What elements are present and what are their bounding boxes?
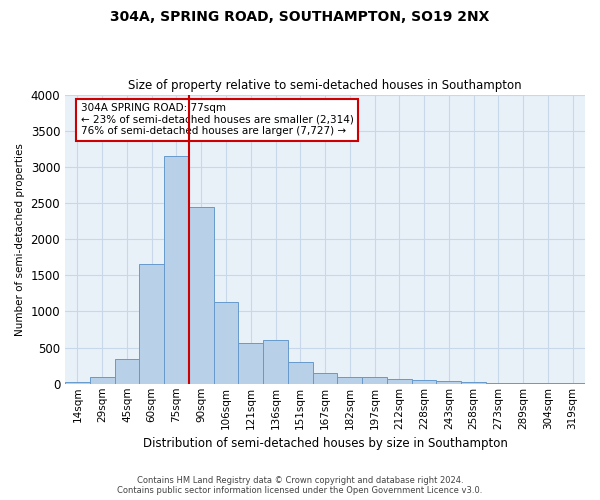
- Bar: [139, 264, 164, 384]
- X-axis label: Distribution of semi-detached houses by size in Southampton: Distribution of semi-detached houses by …: [143, 437, 508, 450]
- Bar: [214, 302, 238, 384]
- Bar: [65, 382, 90, 384]
- Bar: [461, 382, 486, 384]
- Bar: [313, 373, 337, 384]
- Bar: [486, 383, 511, 384]
- Text: Contains HM Land Registry data © Crown copyright and database right 2024.
Contai: Contains HM Land Registry data © Crown c…: [118, 476, 482, 495]
- Bar: [115, 359, 139, 384]
- Bar: [387, 379, 412, 384]
- Text: 304A, SPRING ROAD, SOUTHAMPTON, SO19 2NX: 304A, SPRING ROAD, SOUTHAMPTON, SO19 2NX: [110, 10, 490, 24]
- Bar: [189, 206, 214, 384]
- Text: 304A SPRING ROAD: 77sqm
← 23% of semi-detached houses are smaller (2,314)
76% of: 304A SPRING ROAD: 77sqm ← 23% of semi-de…: [80, 103, 353, 136]
- Y-axis label: Number of semi-detached properties: Number of semi-detached properties: [15, 142, 25, 336]
- Bar: [90, 377, 115, 384]
- Bar: [263, 340, 288, 384]
- Bar: [436, 381, 461, 384]
- Bar: [164, 156, 189, 384]
- Bar: [337, 377, 362, 384]
- Bar: [511, 383, 535, 384]
- Bar: [412, 380, 436, 384]
- Bar: [362, 377, 387, 384]
- Title: Size of property relative to semi-detached houses in Southampton: Size of property relative to semi-detach…: [128, 79, 522, 92]
- Bar: [238, 342, 263, 384]
- Bar: [288, 362, 313, 384]
